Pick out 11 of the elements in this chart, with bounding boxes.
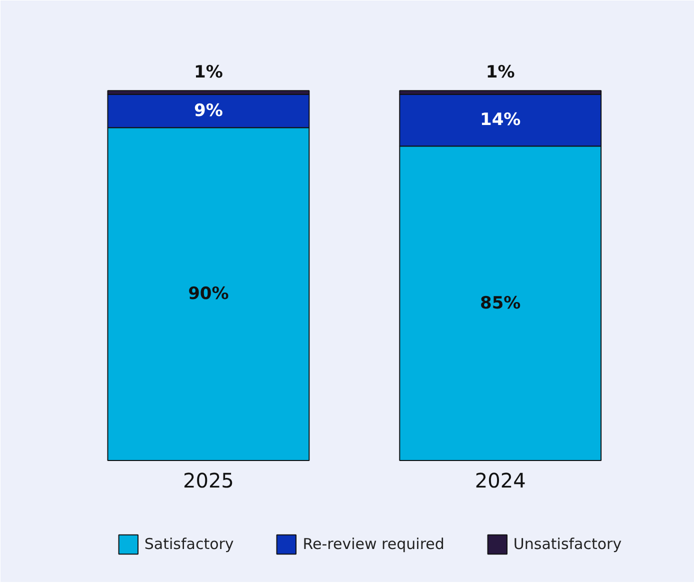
data-label: 85% xyxy=(480,293,521,314)
x-tick-label: 2025 xyxy=(183,468,234,492)
data-label: 90% xyxy=(188,284,229,304)
x-tick-label: 2024 xyxy=(474,468,526,492)
data-label: 1% xyxy=(194,62,223,83)
legend-label: Unsatisfactory xyxy=(513,535,622,553)
data-label: 14% xyxy=(480,110,521,130)
data-label: 9% xyxy=(194,100,223,121)
legend-label: Satisfactory xyxy=(144,535,234,553)
legend-label: Re-review required xyxy=(302,535,444,553)
data-label: 1% xyxy=(486,62,515,83)
